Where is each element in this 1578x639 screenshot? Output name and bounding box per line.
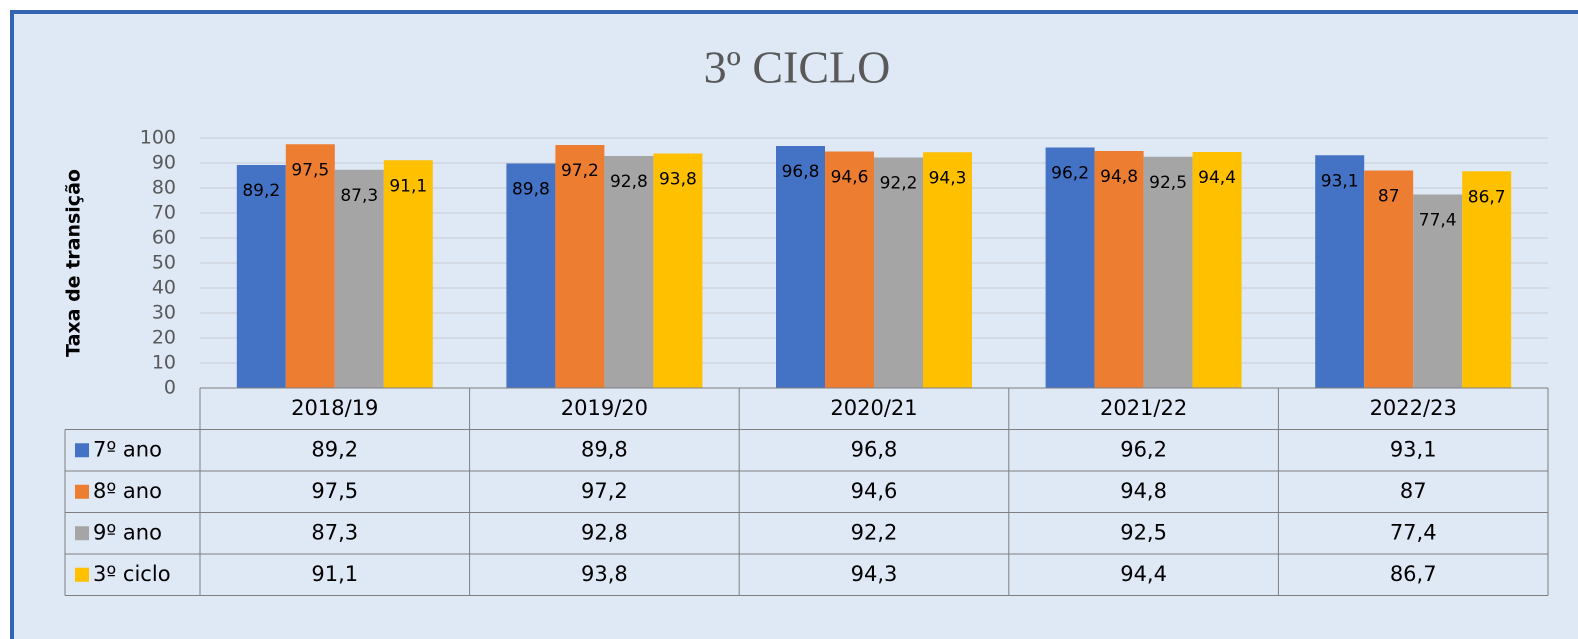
- y-tick-label: 10: [152, 352, 176, 374]
- table-cell: 94,8: [1120, 479, 1167, 503]
- data-label: 77,4: [1419, 211, 1457, 231]
- bar: [825, 151, 874, 388]
- data-label: 94,8: [1100, 167, 1138, 187]
- data-label: 92,8: [610, 172, 648, 192]
- legend-swatch: [75, 484, 89, 499]
- x-tick-label: 2022/23: [1370, 396, 1457, 420]
- table-cell: 96,2: [1120, 437, 1167, 461]
- legend-swatch: [75, 567, 89, 582]
- y-tick-label: 70: [152, 202, 176, 224]
- bar: [555, 145, 605, 388]
- data-label: 86,7: [1468, 187, 1506, 207]
- data-label: 97,5: [291, 160, 329, 180]
- table-cell: 94,4: [1120, 562, 1167, 586]
- bar: [1364, 170, 1414, 388]
- y-tick-label: 60: [152, 227, 176, 249]
- bar: [1315, 155, 1365, 388]
- bar: [506, 163, 556, 388]
- y-axis-label: Taxa de transição: [63, 169, 85, 357]
- legend-swatch: [75, 443, 89, 458]
- table-cell: 93,1: [1390, 437, 1437, 461]
- y-tick-label: 30: [152, 302, 176, 324]
- table-cell: 94,6: [851, 479, 898, 503]
- y-tick-label: 90: [152, 152, 176, 174]
- y-tick-label: 40: [152, 277, 176, 299]
- data-label: 94,3: [929, 168, 967, 188]
- table-cell: 87: [1400, 479, 1427, 503]
- table-cell: 93,8: [581, 562, 628, 586]
- data-label: 87,3: [340, 186, 378, 206]
- y-tick-label: 80: [152, 177, 176, 199]
- data-label: 93,1: [1321, 171, 1359, 191]
- table-cell: 92,8: [581, 520, 628, 544]
- table-cell: 89,2: [311, 437, 358, 461]
- bar: [1192, 152, 1242, 388]
- data-label: 91,1: [389, 176, 427, 196]
- x-tick-label: 2018/19: [291, 396, 378, 420]
- bar: [776, 146, 825, 388]
- bar: [334, 169, 384, 388]
- bar: [285, 144, 335, 388]
- y-tick-label: 50: [152, 252, 176, 274]
- data-label: 92,5: [1149, 173, 1187, 193]
- bar: [1413, 194, 1463, 388]
- data-label: 89,8: [512, 180, 550, 200]
- legend-swatch: [75, 526, 89, 541]
- table-cell: 94,3: [851, 562, 898, 586]
- table-cell: 89,8: [581, 437, 628, 461]
- legend-label: 3º ciclo: [93, 562, 171, 586]
- y-tick-label: 20: [152, 327, 176, 349]
- y-tick-label: 100: [140, 127, 176, 149]
- data-label: 96,2: [1051, 164, 1089, 184]
- bar: [874, 157, 923, 388]
- data-label: 96,8: [782, 162, 820, 182]
- table-cell: 91,1: [311, 562, 358, 586]
- bar: [1094, 151, 1144, 388]
- bar: [923, 152, 972, 388]
- x-tick-label: 2021/22: [1100, 396, 1187, 420]
- data-label: 87: [1378, 187, 1400, 207]
- bar: [1143, 156, 1193, 388]
- table-cell: 97,2: [581, 479, 628, 503]
- data-label: 93,8: [659, 170, 697, 190]
- legend-label: 8º ano: [93, 479, 162, 503]
- bar: [383, 160, 433, 388]
- data-label: 94,4: [1198, 168, 1236, 188]
- data-label: 89,2: [242, 181, 280, 201]
- bar: [604, 156, 654, 388]
- data-label: 97,2: [561, 161, 599, 181]
- x-tick-label: 2020/21: [830, 396, 917, 420]
- table-cell: 92,2: [851, 520, 898, 544]
- bar: [1462, 171, 1512, 388]
- data-label: 92,2: [880, 174, 918, 194]
- chart-title: 3º CICLO: [704, 42, 891, 93]
- bar: [653, 153, 703, 388]
- table-cell: 96,8: [851, 437, 898, 461]
- table-cell: 77,4: [1390, 520, 1437, 544]
- bar: [236, 165, 286, 388]
- table-cell: 97,5: [311, 479, 358, 503]
- legend-label: 9º ano: [93, 520, 162, 544]
- table-cell: 92,5: [1120, 520, 1167, 544]
- bar: [1045, 147, 1095, 388]
- table-cell: 86,7: [1390, 562, 1437, 586]
- y-tick-label: 0: [164, 377, 176, 399]
- table-cell: 87,3: [311, 520, 358, 544]
- data-label: 94,6: [831, 168, 869, 188]
- legend-label: 7º ano: [93, 437, 162, 461]
- x-tick-label: 2019/20: [561, 396, 648, 420]
